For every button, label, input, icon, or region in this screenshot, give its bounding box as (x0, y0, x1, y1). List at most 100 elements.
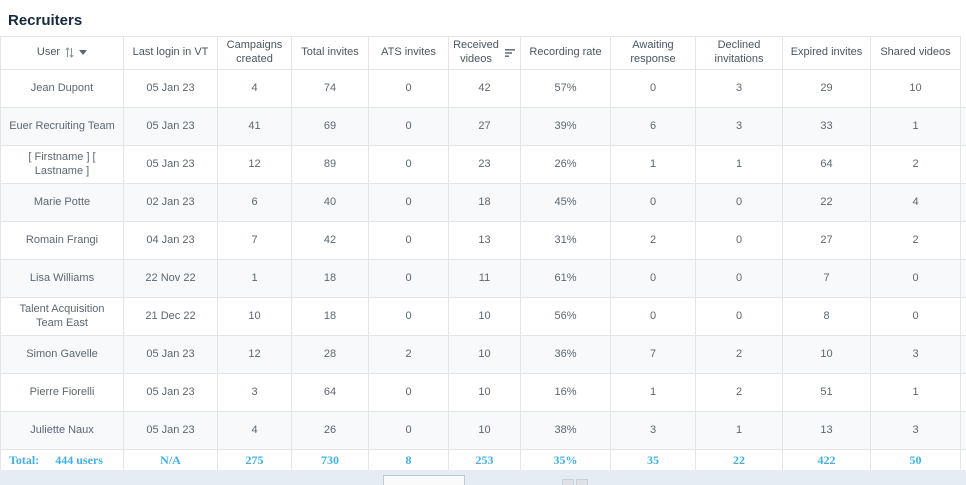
column-label: Declined invitations (714, 39, 764, 65)
table-cell: 22 Nov 22 (123, 258, 218, 298)
table-edge-sliver (960, 36, 966, 69)
sort-alpha-icon[interactable] (65, 47, 74, 58)
table-cell: 0 (368, 296, 449, 336)
table-cell: 13 (448, 220, 521, 260)
table-cell: 8 (782, 296, 871, 336)
table-cell: 10 (217, 296, 292, 336)
total-cell: 275 (217, 448, 292, 472)
pager-next-button[interactable] (576, 479, 588, 485)
table-cell: 0 (368, 68, 449, 108)
column-header-awaiting-response[interactable]: Awaiting response (610, 36, 696, 70)
table-row: Euer Recruiting Team 05 Jan 23 41 69 0 27 39% 6… (0, 106, 966, 146)
table-cell: 13 (782, 410, 871, 450)
table-cell: 89 (291, 144, 369, 184)
table-cell: 40 (291, 182, 369, 222)
table-cell: 0 (368, 372, 449, 412)
table-cell: 41 (217, 106, 292, 146)
table-cell: 56% (520, 296, 611, 336)
table-cell: 39% (520, 106, 611, 146)
table-cell: 05 Jan 23 (123, 144, 218, 184)
column-label: Last login in VT (132, 45, 209, 58)
column-header-recording-rate[interactable]: Recording rate (520, 36, 611, 70)
table-cell: 05 Jan 23 (123, 410, 218, 450)
total-cell: 8 (368, 448, 449, 472)
column-label: Shared videos (880, 45, 951, 58)
table-cell: 0 (368, 410, 449, 450)
column-header-shared-videos[interactable]: Shared videos (870, 36, 961, 70)
table-cell: 26 (291, 410, 369, 450)
column-header-last-login-in-vt[interactable]: Last login in VT (123, 36, 218, 70)
cell-user: Pierre Fiorelli (0, 372, 124, 412)
column-header-expired-invites[interactable]: Expired invites (782, 36, 871, 70)
cell-user: Talent Acquisition Team East (0, 296, 124, 336)
cell-user: Romain Frangi (0, 220, 124, 260)
table-cell: 31% (520, 220, 611, 260)
table-cell: 10 (782, 334, 871, 374)
table-row: Lisa Williams 22 Nov 22 1 18 0 11 61% 0 0 7 0 (0, 258, 966, 298)
cell-user: Simon Gavelle (0, 334, 124, 374)
table-row: [ Firstname ] [ Lastname ] 05 Jan 23 12 89 0… (0, 144, 966, 184)
table-cell: 0 (610, 296, 696, 336)
table-cell: 1 (695, 410, 783, 450)
column-header-total-invites[interactable]: Total invites (291, 36, 369, 70)
table-cell: 27 (448, 106, 521, 146)
table-row: Talent Acquisition Team East 21 Dec 22 10 1… (0, 296, 966, 336)
table-cell: 69 (291, 106, 369, 146)
cell-user: Marie Potte (0, 182, 124, 222)
table-row: Simon Gavelle 05 Jan 23 12 28 2 10 36% 7 2 10 3 (0, 334, 966, 374)
table-cell: 12 (217, 144, 292, 184)
total-cell: 253 (448, 448, 521, 472)
column-header-declined-invitations[interactable]: Declined invitations (695, 36, 783, 70)
sort-bars-icon[interactable] (504, 48, 516, 58)
table-row: Marie Potte 02 Jan 23 6 40 0 18 45% 0 0 22 4 (0, 182, 966, 222)
page-size-select[interactable] (383, 475, 465, 485)
table-cell: 7 (782, 258, 871, 298)
table-cell: 64 (291, 372, 369, 412)
table-cell: 10 (448, 296, 521, 336)
table-cell: 2 (368, 334, 449, 374)
table-edge-sliver (960, 145, 966, 184)
table-edge-sliver (960, 335, 966, 374)
table-cell: 0 (368, 182, 449, 222)
table-cell: 05 Jan 23 (123, 334, 218, 374)
table-row: Jean Dupont 05 Jan 23 4 74 0 42 57% 0 3 29 10 (0, 68, 966, 108)
table-edge-sliver (960, 69, 966, 108)
pager-prev-button[interactable] (562, 479, 574, 485)
table-cell: 2 (610, 220, 696, 260)
table-cell: 38% (520, 410, 611, 450)
total-cell: 35% (520, 448, 611, 472)
table-cell: 23 (448, 144, 521, 184)
column-header-ats-invites[interactable]: ATS invites (368, 36, 449, 70)
table-cell: 57% (520, 68, 611, 108)
table-cell: 1 (217, 258, 292, 298)
table-cell: 18 (291, 296, 369, 336)
table-cell: 1 (870, 106, 961, 146)
table-cell: 0 (610, 182, 696, 222)
table-cell: 4 (870, 182, 961, 222)
total-users-count: 444 users (55, 452, 103, 467)
total-cell: N/A (123, 448, 218, 472)
table-cell: 64 (782, 144, 871, 184)
total-cell: 422 (782, 448, 871, 472)
table-cell: 02 Jan 23 (123, 182, 218, 222)
table-cell: 2 (870, 144, 961, 184)
cell-user: Euer Recruiting Team (0, 106, 124, 146)
table-cell: 42 (291, 220, 369, 260)
table-cell: 16% (520, 372, 611, 412)
caret-down-icon[interactable] (79, 50, 88, 56)
table-edge-sliver (960, 259, 966, 298)
table-edge-sliver (960, 411, 966, 450)
table-cell: 2 (870, 220, 961, 260)
table-cell: 10 (448, 410, 521, 450)
table-cell: 0 (870, 296, 961, 336)
table-cell: 2 (695, 334, 783, 374)
table-cell: 1 (695, 144, 783, 184)
column-header-user[interactable]: User (0, 36, 124, 70)
table-cell: 0 (610, 258, 696, 298)
column-header-campaigns-created[interactable]: Campaigns created (217, 36, 292, 70)
column-header-received-videos[interactable]: Received videos (448, 36, 521, 70)
table-cell: 6 (217, 182, 292, 222)
total-users-cell: Total: 444 users (0, 448, 124, 472)
table-cell: 42 (448, 68, 521, 108)
